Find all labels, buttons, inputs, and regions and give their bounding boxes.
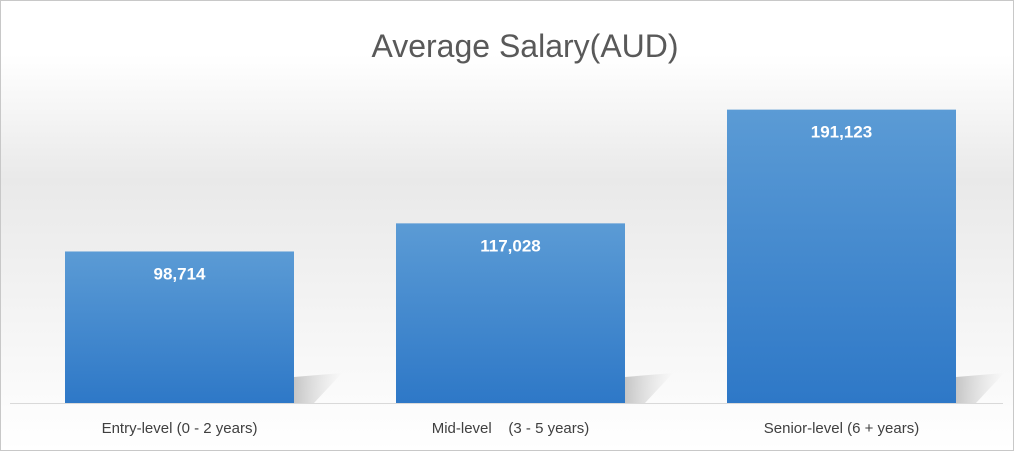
x-tick-label: Senior-level (6 + years) xyxy=(764,420,919,437)
x-tick-label: Mid-level (3 - 5 years) xyxy=(432,420,590,437)
data-label: 117,028 xyxy=(480,236,541,255)
bar-shadow xyxy=(956,373,1004,403)
chart-title: Average Salary(AUD) xyxy=(371,28,678,64)
x-tick-labels: Entry-level (0 - 2 years) Mid-level (3 - … xyxy=(102,420,920,437)
data-label: 98,714 xyxy=(154,264,207,283)
bar xyxy=(396,223,625,403)
bar-shadow xyxy=(625,373,673,403)
bar xyxy=(65,251,294,403)
bars-layer: 98,714 117,028 191,123 xyxy=(65,109,1004,404)
bar-shadow xyxy=(294,373,342,403)
bar xyxy=(727,109,956,404)
x-tick-label: Entry-level (0 - 2 years) xyxy=(102,420,258,437)
data-label: 191,123 xyxy=(811,123,872,142)
